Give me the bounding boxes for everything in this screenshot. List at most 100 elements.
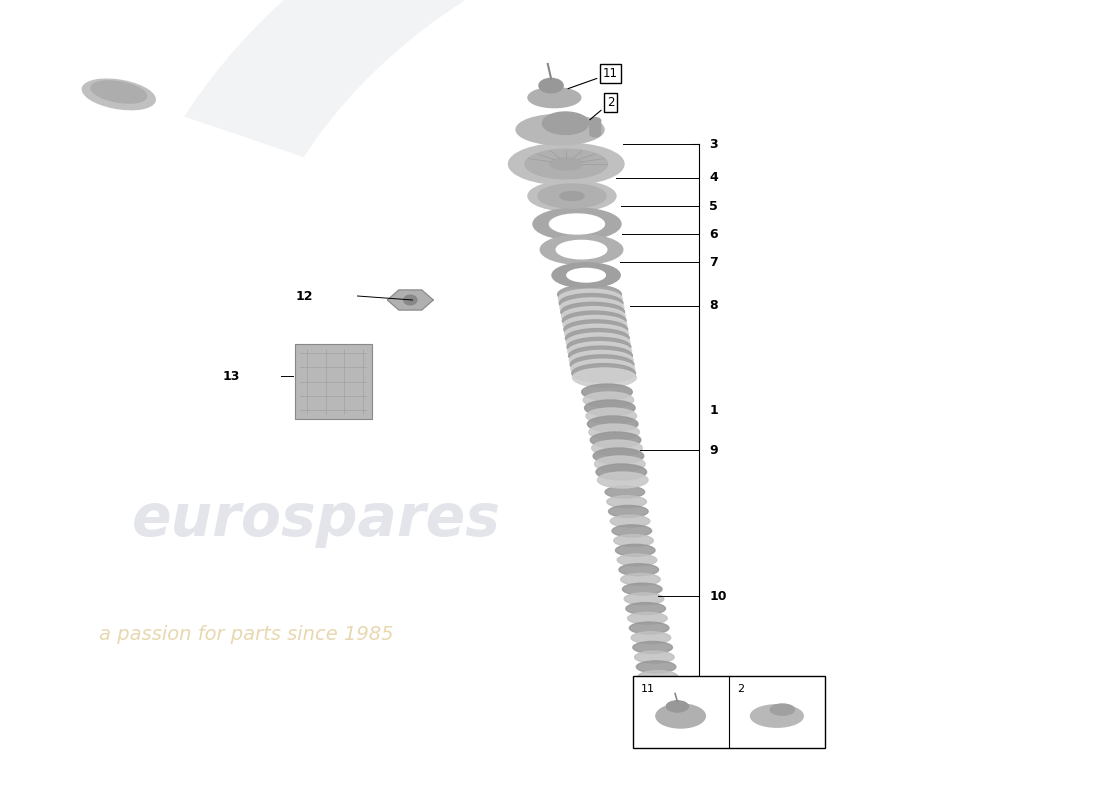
Text: 1: 1 <box>710 403 718 417</box>
Ellipse shape <box>565 329 629 348</box>
Text: 8: 8 <box>710 299 718 312</box>
Ellipse shape <box>620 574 660 586</box>
Ellipse shape <box>624 593 663 605</box>
Ellipse shape <box>550 158 583 170</box>
Ellipse shape <box>582 384 632 400</box>
Ellipse shape <box>566 333 630 352</box>
Ellipse shape <box>619 564 659 576</box>
Ellipse shape <box>538 184 606 208</box>
Ellipse shape <box>91 81 146 103</box>
Text: a passion for parts since 1985: a passion for parts since 1985 <box>99 625 394 644</box>
Ellipse shape <box>559 289 623 308</box>
Ellipse shape <box>631 632 671 644</box>
Ellipse shape <box>516 114 604 145</box>
Ellipse shape <box>750 705 803 727</box>
Ellipse shape <box>635 651 674 663</box>
Ellipse shape <box>641 690 681 702</box>
Ellipse shape <box>571 359 635 378</box>
Ellipse shape <box>562 311 626 330</box>
Text: 10: 10 <box>710 590 727 602</box>
Ellipse shape <box>588 424 639 440</box>
Text: 11: 11 <box>641 684 656 694</box>
Text: 5: 5 <box>710 200 718 213</box>
Ellipse shape <box>568 342 631 361</box>
Ellipse shape <box>628 612 668 624</box>
Ellipse shape <box>596 464 647 480</box>
Ellipse shape <box>656 704 705 728</box>
Ellipse shape <box>593 448 644 464</box>
Ellipse shape <box>572 364 636 383</box>
Ellipse shape <box>640 680 680 692</box>
Text: 3: 3 <box>710 138 718 150</box>
Ellipse shape <box>605 486 645 498</box>
Ellipse shape <box>632 642 672 654</box>
Ellipse shape <box>626 602 666 614</box>
Ellipse shape <box>595 456 645 472</box>
Ellipse shape <box>563 315 627 334</box>
Ellipse shape <box>559 294 623 313</box>
Ellipse shape <box>82 79 155 110</box>
Ellipse shape <box>612 525 651 537</box>
Ellipse shape <box>539 78 563 93</box>
Ellipse shape <box>590 124 601 130</box>
Ellipse shape <box>590 118 601 124</box>
PathPatch shape <box>184 0 1100 277</box>
Ellipse shape <box>584 400 635 416</box>
Ellipse shape <box>561 302 625 322</box>
Ellipse shape <box>597 472 648 488</box>
Ellipse shape <box>638 670 678 682</box>
Ellipse shape <box>616 544 656 556</box>
Text: 9: 9 <box>710 444 718 457</box>
Ellipse shape <box>614 534 653 546</box>
Ellipse shape <box>587 416 638 432</box>
Polygon shape <box>387 290 433 310</box>
Ellipse shape <box>770 704 794 715</box>
Ellipse shape <box>525 149 607 178</box>
Ellipse shape <box>560 192 584 200</box>
Text: 4: 4 <box>710 171 718 184</box>
FancyBboxPatch shape <box>295 344 372 419</box>
Ellipse shape <box>623 583 662 595</box>
Ellipse shape <box>569 346 632 366</box>
Ellipse shape <box>607 496 647 508</box>
Text: 2: 2 <box>590 96 614 120</box>
Ellipse shape <box>617 554 657 566</box>
Ellipse shape <box>570 350 634 370</box>
Text: 6: 6 <box>710 228 718 241</box>
Text: 13: 13 <box>222 370 240 382</box>
Ellipse shape <box>566 338 630 357</box>
Ellipse shape <box>608 506 648 518</box>
Ellipse shape <box>564 320 628 339</box>
Ellipse shape <box>508 143 624 185</box>
Ellipse shape <box>564 324 628 343</box>
Ellipse shape <box>549 214 605 234</box>
Text: 11: 11 <box>568 67 618 89</box>
Ellipse shape <box>552 262 620 287</box>
Text: 7: 7 <box>710 256 718 269</box>
Ellipse shape <box>542 112 588 134</box>
Ellipse shape <box>558 285 622 304</box>
Ellipse shape <box>590 121 601 127</box>
Ellipse shape <box>557 240 607 259</box>
Ellipse shape <box>528 88 581 108</box>
Ellipse shape <box>586 408 637 424</box>
Text: eurospares: eurospares <box>132 491 500 548</box>
Ellipse shape <box>570 355 634 374</box>
Ellipse shape <box>590 130 601 137</box>
Ellipse shape <box>561 306 625 326</box>
Ellipse shape <box>610 515 650 527</box>
Ellipse shape <box>528 181 616 211</box>
Ellipse shape <box>532 208 620 240</box>
Ellipse shape <box>566 268 605 282</box>
Circle shape <box>404 295 417 305</box>
Text: 2: 2 <box>737 684 745 694</box>
Ellipse shape <box>583 392 634 408</box>
Ellipse shape <box>592 440 642 456</box>
Ellipse shape <box>667 701 689 712</box>
Ellipse shape <box>590 127 601 134</box>
Text: 12: 12 <box>296 290 314 302</box>
Ellipse shape <box>591 432 641 448</box>
Ellipse shape <box>540 235 623 264</box>
Ellipse shape <box>636 661 675 673</box>
Bar <box>632 676 825 748</box>
